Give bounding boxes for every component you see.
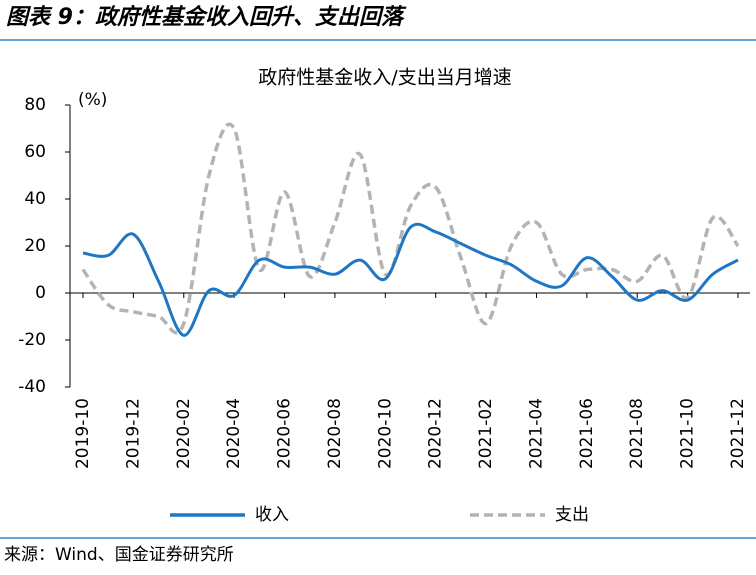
series-line — [82, 222, 739, 337]
x-tick-label: 2020-02 — [174, 398, 194, 469]
y-axis-unit: (%) — [78, 90, 107, 110]
x-tick-label: 2021-10 — [678, 398, 698, 469]
x-tick-label: 2020-12 — [426, 398, 446, 469]
x-tick-label: 2021-02 — [476, 398, 496, 469]
page-heading: 图表 9：政府性基金收入回升、支出回落 — [6, 4, 407, 30]
x-tick-label: 2019-12 — [123, 398, 143, 469]
x-tick-label: 2020-06 — [275, 398, 295, 469]
x-tick-label: 2021-08 — [627, 398, 647, 469]
x-tick-label: 2019-10 — [73, 398, 93, 469]
x-tick-label: 2020-10 — [375, 398, 395, 469]
x-tick-label: 2020-08 — [325, 398, 345, 469]
source-note: 来源：Wind、国金证券研究所 — [4, 545, 234, 565]
legend-label: 收入 — [255, 505, 289, 525]
y-tick-label: 0 — [35, 283, 46, 303]
y-tick-label: 80 — [24, 95, 46, 115]
x-tick-label: 2021-06 — [577, 398, 597, 469]
legend-label: 支出 — [555, 505, 589, 525]
y-tick-label: 20 — [24, 236, 46, 256]
x-tick-label: 2020-04 — [224, 398, 244, 469]
x-tick-label: 2021-12 — [728, 398, 748, 469]
y-tick-label: -20 — [18, 330, 46, 350]
chart-title: 政府性基金收入/支出当月增速 — [258, 67, 511, 89]
y-tick-label: -40 — [18, 377, 46, 397]
x-tick-label: 2021-04 — [526, 398, 546, 469]
y-tick-label: 60 — [24, 142, 46, 162]
y-tick-label: 40 — [24, 189, 46, 209]
